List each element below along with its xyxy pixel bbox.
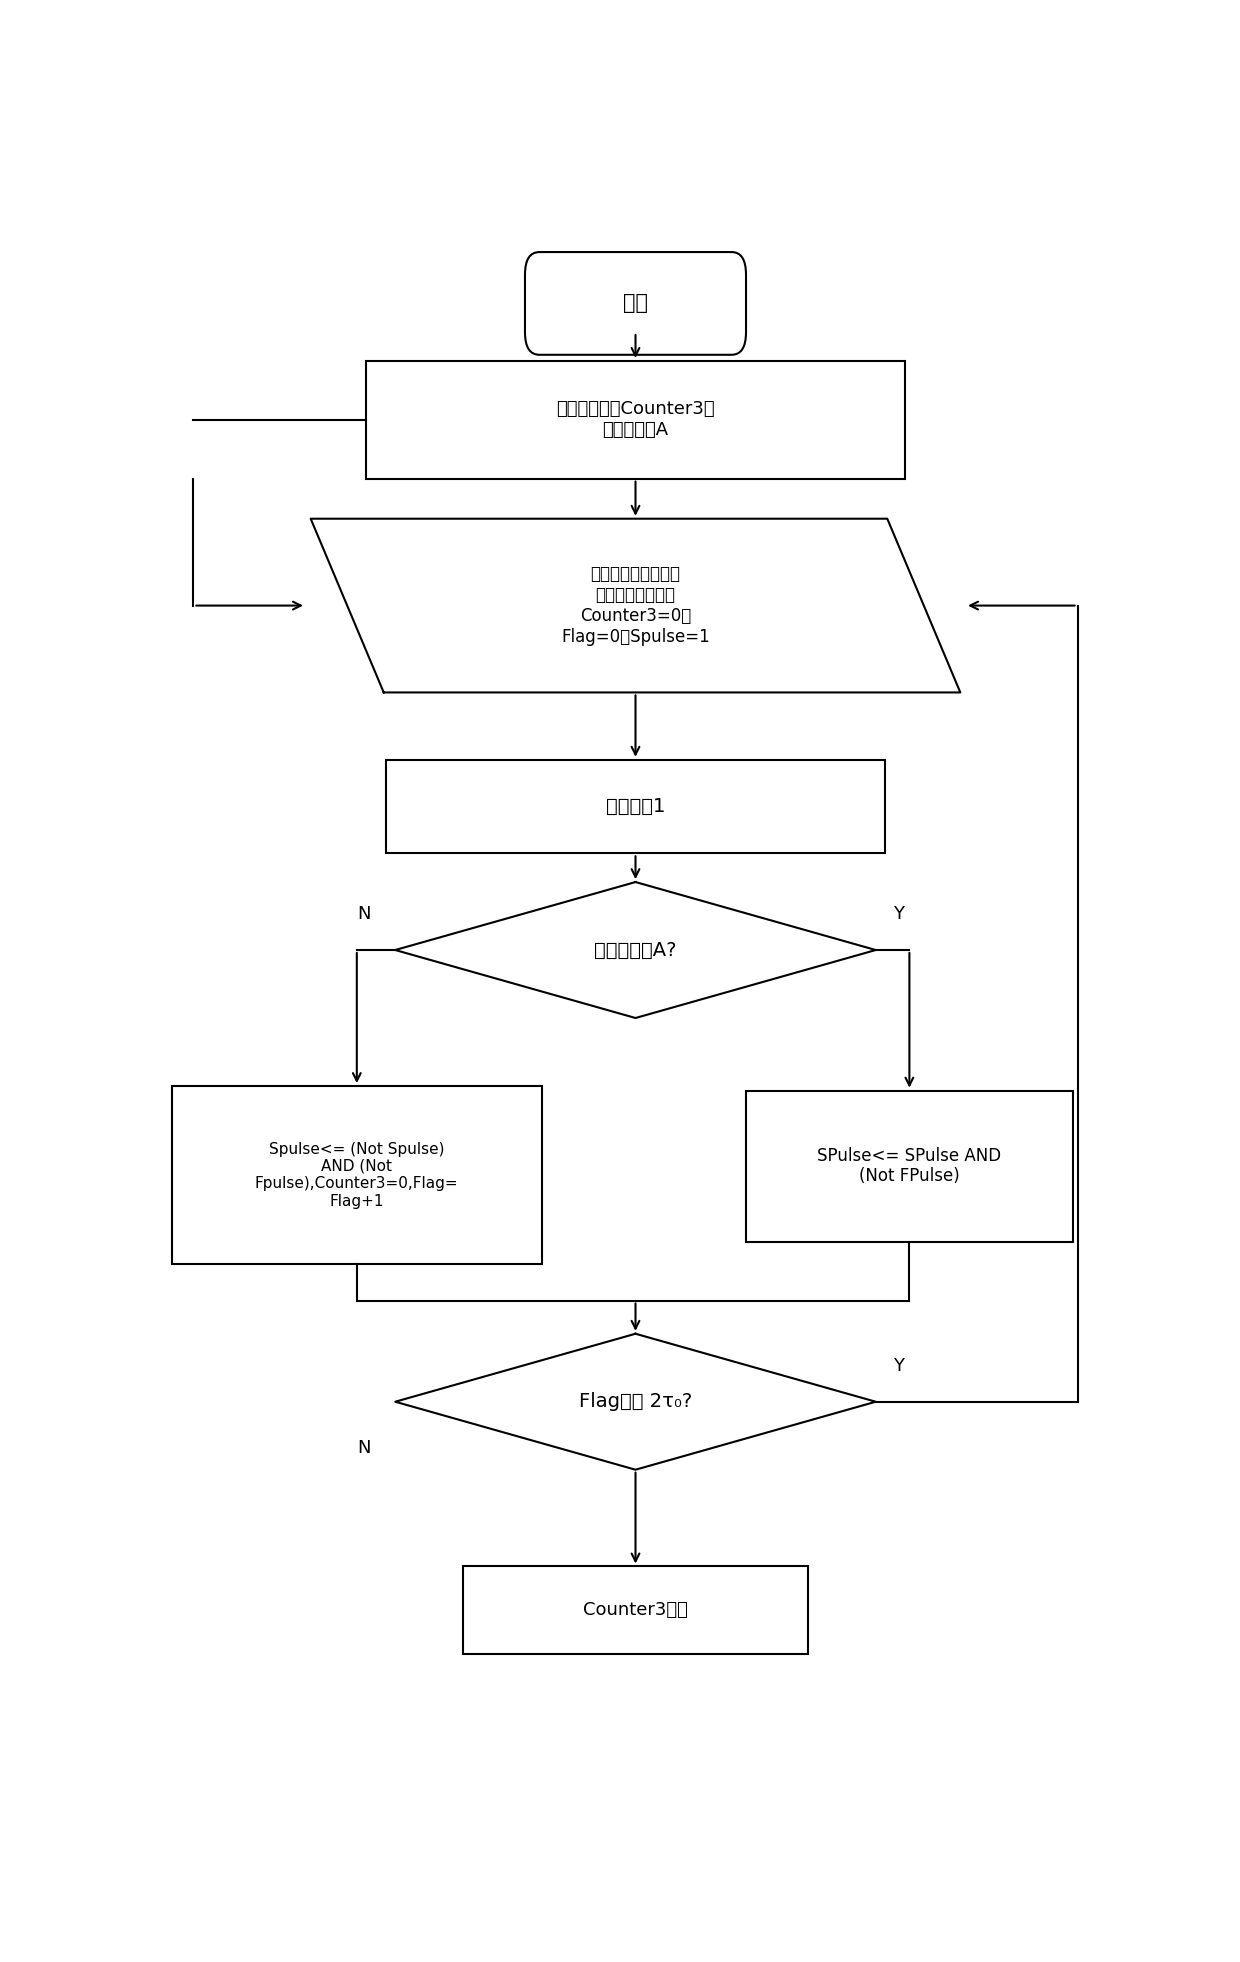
Polygon shape (396, 1334, 875, 1470)
Text: 对激光干涉信号过零
点脉冲下降沿采样
Counter3=0，
Flag=0，Spulse=1: 对激光干涉信号过零 点脉冲下降沿采样 Counter3=0， Flag=0，Sp… (562, 565, 709, 645)
Bar (386, 759, 885, 853)
Text: Flag小于 2τ₀?: Flag小于 2τ₀? (579, 1393, 692, 1411)
FancyBboxPatch shape (525, 251, 746, 355)
Text: Spulse<= (Not Spulse)
AND (Not
Fpulse),Counter3=0,Flag=
Flag+1: Spulse<= (Not Spulse) AND (Not Fpulse),C… (255, 1142, 459, 1209)
Text: 开始: 开始 (622, 294, 649, 314)
Text: Y: Y (893, 904, 904, 922)
Bar (463, 1566, 808, 1654)
Polygon shape (311, 518, 960, 693)
Text: 计数器加1: 计数器加1 (606, 797, 665, 816)
Text: 初始化计数器Counter3，
计数长度为A: 初始化计数器Counter3， 计数长度为A (557, 400, 714, 439)
Text: N: N (357, 1440, 371, 1458)
Text: SPulse<= SPulse AND
(Not FPulse): SPulse<= SPulse AND (Not FPulse) (817, 1146, 1002, 1185)
Text: 计数值小于A?: 计数值小于A? (594, 940, 677, 959)
Text: N: N (357, 904, 371, 922)
Bar (746, 1091, 1073, 1242)
Bar (367, 361, 905, 479)
Text: Counter3不变: Counter3不变 (583, 1601, 688, 1619)
Polygon shape (396, 883, 875, 1018)
Bar (172, 1087, 542, 1264)
Text: Y: Y (893, 1356, 904, 1375)
